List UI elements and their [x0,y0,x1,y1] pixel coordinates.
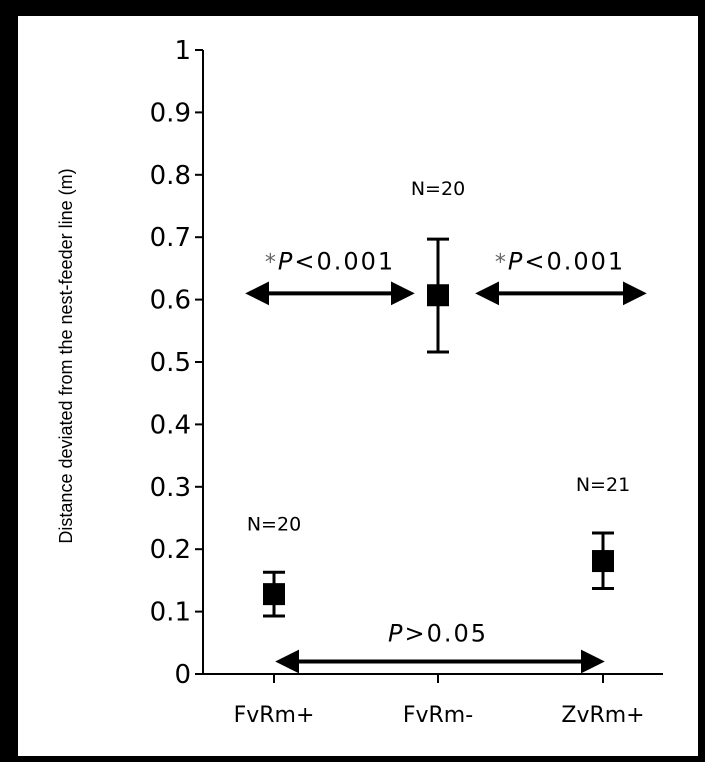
data-point-marker [427,284,449,306]
y-tick-label: 0.6 [150,286,191,316]
chart-svg: 0 0.1 0.2 0.3 0.4 0.5 0.6 0.7 0.8 0.9 1 FvRm+ FvRm-… [18,16,698,756]
y-axis: 0 0.1 0.2 0.3 0.4 0.5 0.6 0.7 0.8 0.9 1 [150,36,203,690]
y-tick-label: 0.9 [150,98,191,128]
x-tick-label: FvRm+ [234,703,315,728]
x-tick-label: FvRm- [403,703,473,728]
significance-star: * [495,250,508,275]
x-tick-label: ZvRm+ [561,703,644,728]
chart-panel: 0 0.1 0.2 0.3 0.4 0.5 0.6 0.7 0.8 0.9 1 FvRm+ FvRm-… [18,16,698,756]
p-symbol: P [278,247,294,275]
x-axis: FvRm+ FvRm- ZvRm+ [203,674,663,728]
p-value-label: P>0.05 [388,620,488,648]
y-tick-label: 0.3 [150,473,191,503]
significance-star: * [265,250,278,275]
y-tick-label: 1 [174,36,191,66]
p-value-label: *P<0.001 [495,247,625,275]
y-tick-label: 0.1 [150,598,191,628]
data-point-marker [263,583,285,605]
n-label: N=20 [247,513,301,535]
n-label: N=21 [576,474,630,496]
p-threshold: <0.001 [524,247,625,275]
n-label: N=20 [411,178,465,200]
y-tick-label: 0.2 [150,535,191,565]
y-tick-label: 0.4 [150,410,191,440]
data-point-marker [592,550,614,572]
p-threshold: <0.001 [294,247,395,275]
p-threshold: >0.05 [404,620,488,648]
y-tick-label: 0.7 [150,223,191,253]
y-tick-label: 0.5 [150,348,191,378]
p-symbol: P [388,620,404,648]
y-tick-label: 0 [174,660,191,690]
y-axis-label: Distance deviated from the nest-feeder l… [56,168,76,543]
data-marks: N=20 N=20 N=21 [247,178,630,616]
y-tick-label: 0.8 [150,161,191,191]
p-value-label: *P<0.001 [265,247,395,275]
p-symbol: P [508,247,524,275]
